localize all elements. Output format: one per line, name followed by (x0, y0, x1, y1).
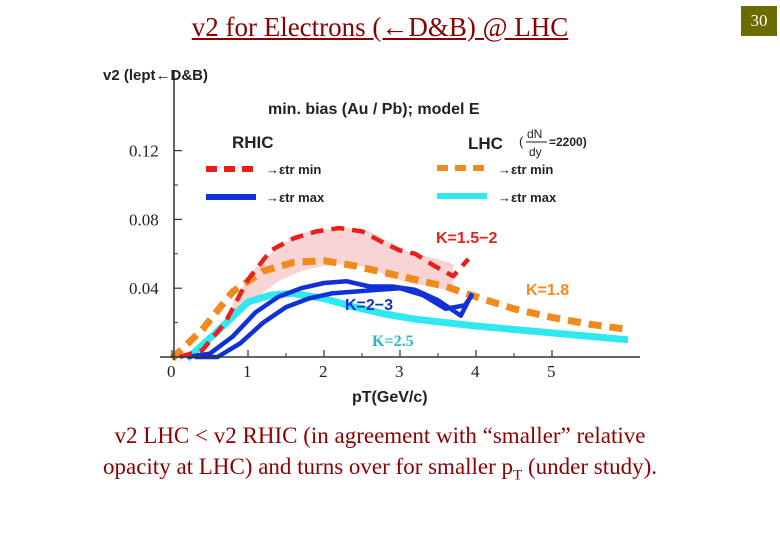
legend-lhc-max-label: →εtr max (498, 190, 557, 205)
caption-line-2-a: opacity at LHC) and turns over for small… (103, 454, 514, 479)
legend-lhc-dndy-val: =2200) (549, 135, 587, 149)
series-line-lhc-max (184, 289, 629, 362)
series-line-rhic-max-b (194, 285, 475, 360)
legend-lhc-dndy-den: dy (529, 145, 542, 159)
legend-rhic-min-label: →εtr min (266, 162, 321, 177)
series-line-lhc-min (169, 257, 629, 362)
slide-caption: v2 LHC < v2 RHIC (in agreement with “sma… (20, 420, 740, 492)
y-tick-label: 0.12 (129, 142, 159, 161)
legend-lhc-min-label: →εtr min (498, 162, 553, 177)
y-tick-label: 0.08 (129, 210, 159, 229)
x-tick-label: 1 (243, 362, 252, 381)
caption-line-1: v2 LHC < v2 RHIC (in agreement with “sma… (114, 423, 646, 448)
caption-line-2-sub: T (513, 467, 523, 484)
annotation-k-rhic-min: K=1.5−2 (436, 230, 497, 247)
slide-title: v2 for Electrons (←D&B) @ LHC (191, 12, 569, 42)
caption-line-2-b: (under study). (522, 454, 657, 479)
x-tick-label: 4 (471, 362, 480, 381)
series-line-rhic-max (186, 279, 475, 360)
annotation-k-rhic-max: K=2−3 (345, 297, 393, 314)
x-tick-label: 0 (167, 362, 176, 381)
legend-rhic-max-label: →εtr max (266, 190, 325, 205)
annotation-k-lhc-min: K=1.8 (526, 282, 569, 299)
page-number-badge: 30 (741, 6, 777, 36)
x-tick-label: 2 (319, 362, 328, 381)
annotation-k-lhc-max: K=2.5 (372, 333, 414, 350)
caption-line-2: opacity at LHC) and turns over for small… (20, 451, 740, 492)
y-axis-label: v2 (lept←D&B) (103, 67, 208, 84)
x-tick-label: 3 (395, 362, 404, 381)
x-axis-label: pT(GeV/c) (352, 389, 428, 406)
series-layer (169, 225, 629, 362)
legend-lhc-paren: ( (519, 134, 524, 149)
tick-layer: 0 1 2 3 4 5 0.04 0.08 0.12 (129, 142, 556, 381)
legend-lhc-title: LHC (468, 134, 503, 153)
chart-header: min. bias (Au / Pb); model E (268, 101, 480, 118)
x-tick-label: 5 (547, 362, 556, 381)
legend-rhic-title: RHIC (232, 133, 274, 152)
legend-lhc-dndy-num: dN (527, 127, 542, 141)
y-tick-label: 0.04 (129, 279, 159, 298)
series-line-rhic-min (178, 225, 471, 360)
v2-chart: 0 1 2 3 4 5 0.04 0.08 0.12 v2 (lept←D&B) pT(GeV/… (103, 67, 640, 406)
